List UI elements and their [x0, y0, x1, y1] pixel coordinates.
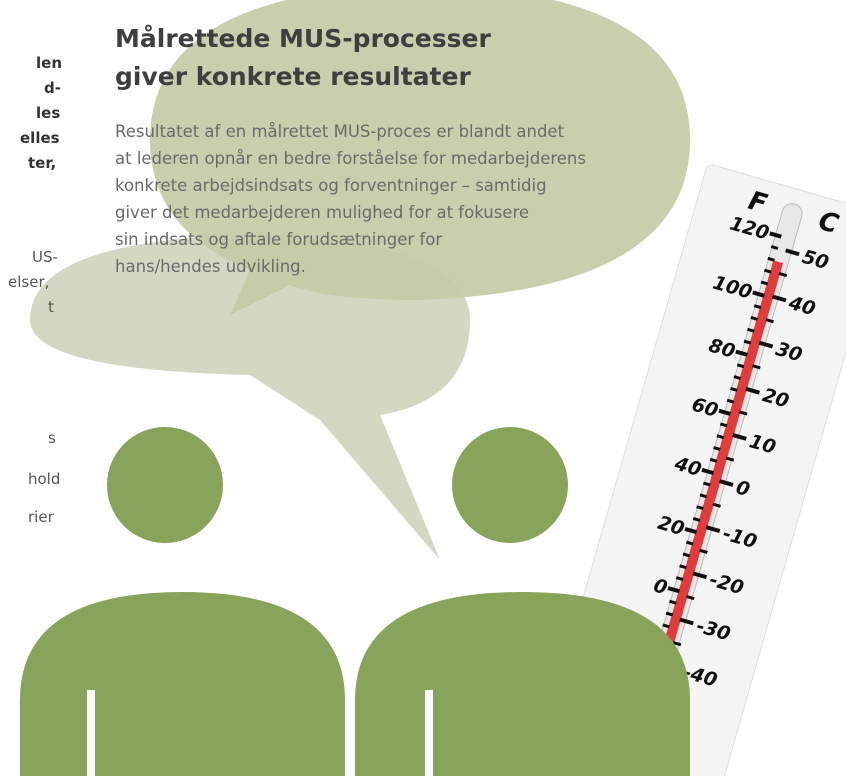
- left-fragment: hold: [28, 470, 60, 488]
- left-fragment: d-: [44, 79, 61, 97]
- left-fragment: elser,: [8, 273, 49, 291]
- left-fragment: len: [36, 54, 62, 72]
- body-line: sin indsats og aftale forudsætninger for: [115, 230, 442, 249]
- people: [20, 427, 690, 776]
- page: FC120100806040200-2050403020100-10-20-30…: [0, 0, 846, 776]
- left-fragment: s: [48, 429, 56, 447]
- body-line: giver det medarbejderen mulighed for at …: [115, 203, 529, 222]
- left-fragment: rier: [28, 508, 55, 526]
- person-body: [20, 592, 345, 776]
- left-fragment: ter,: [28, 154, 56, 172]
- title-line: giver konkrete resultater: [115, 62, 471, 91]
- left-fragment: t: [48, 298, 54, 316]
- body-line: [425, 690, 433, 776]
- body-line: hans/hendes udvikling.: [115, 257, 306, 276]
- left-fragment: elles: [20, 129, 60, 147]
- left-fragment: les: [36, 104, 60, 122]
- body-line: [87, 690, 95, 776]
- title-line: Målrettede MUS-processer: [115, 24, 491, 53]
- body-line: konkrete arbejdsindsats og forventninger…: [115, 176, 547, 195]
- person-head: [107, 427, 223, 543]
- person-body: [355, 592, 690, 776]
- left-fragment: US-: [32, 248, 58, 266]
- body-line: Resultatet af en målrettet MUS-proces er…: [115, 122, 565, 141]
- person-head: [452, 427, 568, 543]
- body-line: at lederen opnår en bedre forståelse for…: [115, 149, 586, 168]
